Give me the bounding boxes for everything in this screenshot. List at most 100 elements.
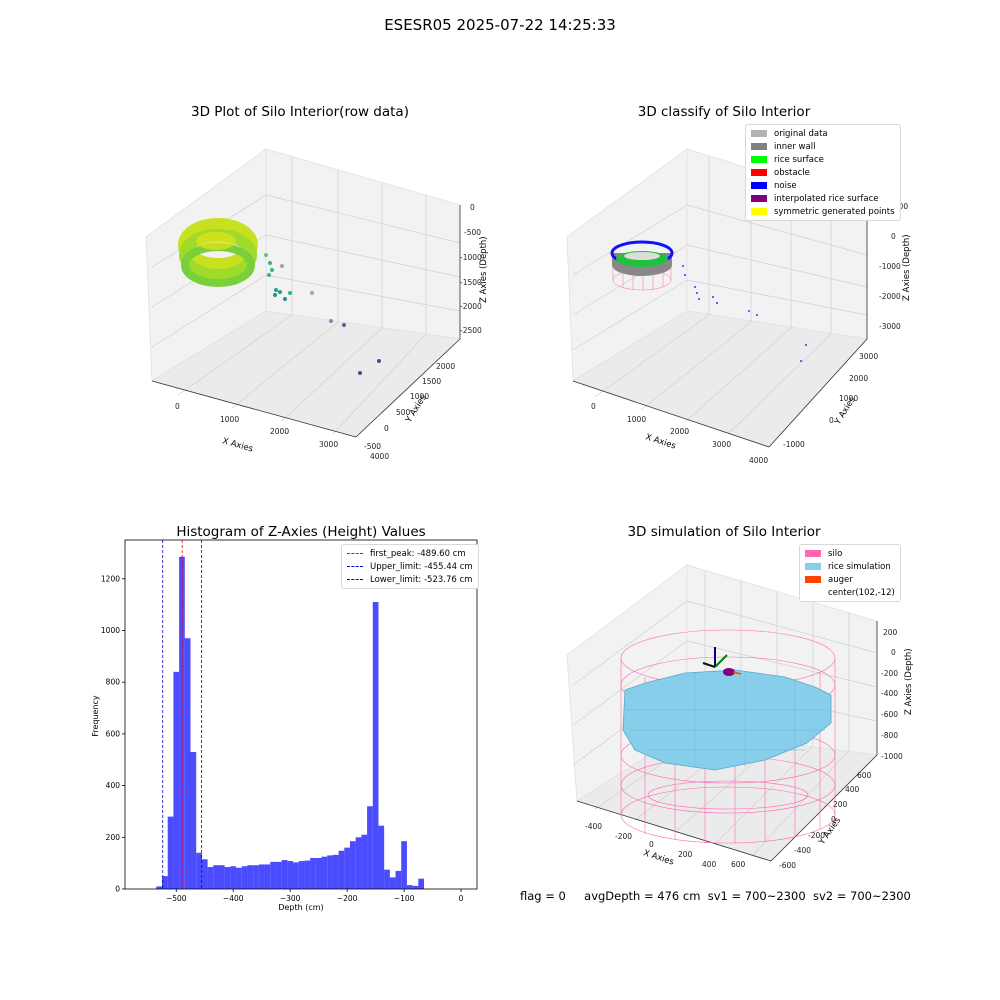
histogram-bar [264,864,271,889]
histogram-bar [344,847,350,889]
histogram-bar [315,857,322,889]
legend-item: interpolated rice surface [751,192,895,205]
legend-line [347,566,363,567]
tick-label: 3000 [319,440,338,449]
legend-label: inner wall [774,141,816,152]
histogram-bar [196,852,202,889]
tick-label: -1000 [881,752,903,761]
sv2-text: sv2 = 700~2300 [812,889,911,903]
tick-label: -1500 [460,278,482,287]
legend-swatch [805,550,821,557]
tick-label: -2000 [879,292,901,301]
histogram-bar [236,867,242,889]
plot4-z-label: Z Axies (Depth) [904,648,914,715]
y-tick-label: 800 [106,678,121,687]
histogram-x-ticks: −500 −400 −300 −200 −100 0 [166,889,464,903]
plot2-y-ticks: -1000 0 1000 2000 3000 [783,352,878,449]
histogram-bar [213,865,219,889]
histogram-bar [298,861,305,889]
figure-title: ESESR05 2025-07-22 14:25:33 [384,16,616,34]
plot1-x-label: X Axies [221,436,254,454]
tick-label: -200 [808,831,825,840]
plot1-silo-ring [178,218,258,287]
legend-item: silo [805,547,895,560]
x-tick-label: −300 [280,894,301,903]
tick-label: -600 [779,861,796,870]
tick-label: 1000 [839,394,858,403]
histogram-bar [190,751,197,889]
histogram-bars [156,556,425,889]
plot4-3d-axes: -400 -200 0 200 400 600 X Axies -600 -40… [566,564,914,870]
tick-label: 2000 [849,374,868,383]
x-tick-label: −200 [337,894,358,903]
sv1-text: sv1 = 700~2300 [707,889,806,903]
histogram-bar [241,866,248,889]
legend-item: noise [751,179,895,192]
legend-label: rice surface [774,154,824,165]
histogram-bar [207,867,214,889]
plot2-title: 3D classify of Silo Interior [637,104,811,120]
legend-swatch [751,143,767,150]
legend-item: original data [751,127,895,140]
histogram-bar [230,866,237,889]
histogram-bar [401,841,407,889]
tick-label: 400 [702,860,717,869]
tick-label: 400 [845,785,860,794]
legend-label: rice simulation [828,561,891,572]
legend-item: symmetric generated points [751,205,895,218]
plot1-z-ticks: 0 -500 -1000 -1500 -2000 -2500 [460,203,482,335]
histogram-bar [384,869,390,889]
plot2-z-label: Z Axies (Depth) [902,234,912,301]
y-tick-label: 200 [106,833,121,842]
avg-depth-text: avgDepth = 476 cm [584,889,701,903]
histogram-bar [270,861,276,889]
tick-label: -200 [615,832,632,841]
tick-label: -500 [364,442,381,451]
histogram-bar [355,837,362,889]
histogram-bar [247,865,254,889]
legend-item: auger [805,573,895,586]
plot4-legend: silo rice simulation auger center(102,-1… [799,544,901,602]
legend-item: rice simulation [805,560,895,573]
tick-label: 600 [857,771,872,780]
tick-label: 0 [175,402,180,411]
histogram-frame [124,539,478,890]
histogram-bar [372,602,379,889]
x-tick-label: 0 [459,894,464,903]
plot4-title: 3D simulation of Silo Interior [627,524,821,540]
legend-item: Upper_limit: -455.44 cm [347,560,473,573]
legend-swatch [805,576,821,583]
plot2-inner-wall [610,240,674,276]
tick-label: 0 [829,416,834,425]
tick-label: -3000 [879,322,901,331]
y-tick-label: 1200 [101,574,120,583]
histogram-bar [184,638,191,889]
plot1-scatter-points [264,253,381,375]
histogram-y-label: Frequency [91,695,100,737]
histogram-y-ticks: 0 200 400 600 800 1000 1200 [101,574,125,894]
plot4-z-ticks: 200 0 -200 -400 -600 -800 -1000 [881,628,903,761]
legend-swatch [751,182,767,189]
legend-item: first_peak: -489.60 cm [347,547,473,560]
tick-label: -500 [464,228,481,237]
legend-label: interpolated rice surface [774,193,879,204]
tick-label: -2500 [460,326,482,335]
flag-text: flag = 0 [520,889,566,903]
histogram-bar [287,861,294,889]
legend-label: center(102,-12) [828,587,895,598]
histogram-bar [332,854,339,889]
legend-swatch [751,156,767,163]
plot2-grid [572,157,868,435]
legend-label: first_peak: -489.60 cm [370,548,466,559]
legend-label: obstacle [774,167,810,178]
histogram-bar [395,870,402,889]
status-line: flag = 0 avgDepth = 476 cm sv1 = 700~230… [520,889,911,903]
tick-label: 1000 [627,415,646,424]
legend-item: Lower_limit: -523.76 cm [347,573,473,586]
histogram-bar [378,825,385,889]
x-tick-label: −100 [394,894,415,903]
legend-line [347,553,363,554]
plot2-x-axis-line [572,380,770,448]
plot1-x-ticks: 0 1000 2000 3000 4000 [175,402,389,461]
tick-label: 0 [891,648,896,657]
